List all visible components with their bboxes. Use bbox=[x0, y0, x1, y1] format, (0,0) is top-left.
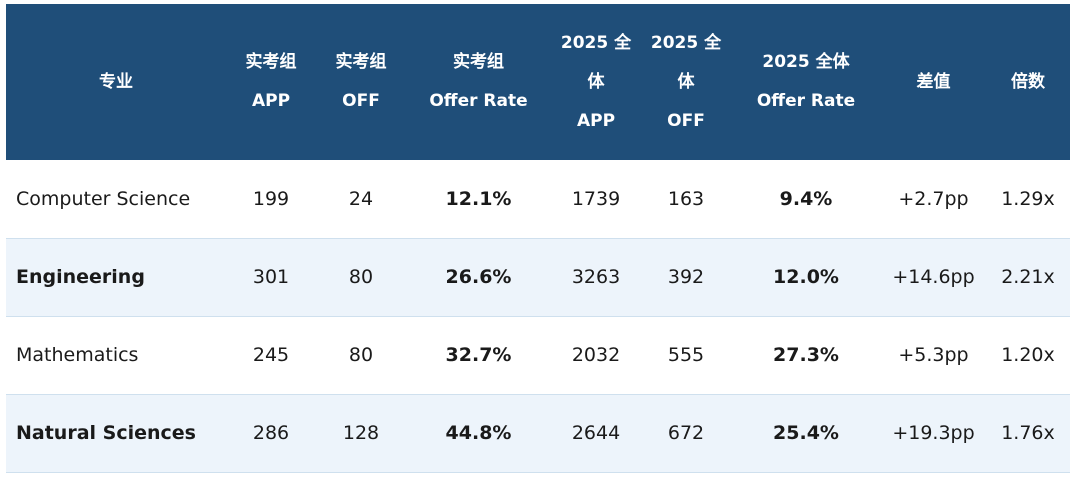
header-group-off: 实考组 OFF bbox=[316, 4, 406, 160]
cell-all-off: 555 bbox=[667, 344, 705, 366]
table-row: Engineering 301 80 26.6% 3263 392 12.0% … bbox=[6, 238, 1070, 316]
header-all-app: 2025 全 体 APP bbox=[551, 4, 641, 160]
header-group-app: 实考组 APP bbox=[226, 4, 316, 160]
cell-group-app: 286 bbox=[252, 422, 290, 444]
header-major: 专业 bbox=[6, 4, 226, 160]
cell-all-app: 2644 bbox=[571, 422, 621, 444]
header-group-off-line-2: OFF bbox=[342, 91, 380, 111]
header-all-off: 2025 全 体 OFF bbox=[641, 4, 731, 160]
header-group-rate: 实考组 Offer Rate bbox=[406, 4, 551, 160]
header-ratio: 倍数 bbox=[986, 4, 1070, 160]
cell-ratio: 1.20x bbox=[1001, 344, 1055, 366]
header-group-off-line-1: 实考组 bbox=[335, 52, 387, 72]
cell-group-rate: 12.1% bbox=[445, 187, 512, 210]
cell-all-app: 2032 bbox=[571, 344, 621, 366]
cell-major: Natural Sciences bbox=[16, 422, 196, 444]
cell-group-rate: 26.6% bbox=[445, 266, 512, 288]
header-all-rate-line-2: Offer Rate bbox=[756, 91, 856, 111]
cell-diff: +19.3pp bbox=[892, 422, 975, 444]
cell-group-off: 80 bbox=[348, 266, 374, 288]
cell-major: Mathematics bbox=[16, 344, 139, 366]
cell-major: Computer Science bbox=[16, 187, 191, 210]
table-row: Computer Science 199 24 12.1% 1739 163 9… bbox=[6, 160, 1070, 238]
header-all-off-line-1: 2025 全 bbox=[650, 32, 722, 53]
cell-group-app: 245 bbox=[252, 344, 290, 366]
cell-all-app: 3263 bbox=[571, 266, 621, 288]
table-row: Mathematics 245 80 32.7% 2032 555 27.3% … bbox=[6, 316, 1070, 394]
cell-all-rate: 9.4% bbox=[779, 187, 833, 210]
header-all-app-line-2: 体 bbox=[587, 71, 605, 92]
header-all-off-line-3: OFF bbox=[667, 110, 705, 131]
header-group-app-line-1: 实考组 bbox=[245, 52, 297, 72]
header-diff-line-1: 差值 bbox=[916, 71, 951, 92]
header-all-app-line-3: APP bbox=[576, 110, 616, 131]
cell-all-rate: 12.0% bbox=[773, 266, 839, 288]
cell-ratio: 2.21x bbox=[1001, 266, 1055, 288]
cell-ratio: 1.29x bbox=[1001, 187, 1055, 210]
table-header-row: 专业 实考组 APP 实考组 OFF 实考组 Offer Rate 2025 全… bbox=[6, 4, 1070, 160]
header-group-app-line-2: APP bbox=[251, 91, 291, 111]
header-major-line-1: 专业 bbox=[99, 71, 133, 92]
header-ratio-line-1: 倍数 bbox=[1011, 71, 1045, 92]
cell-group-off: 128 bbox=[342, 422, 380, 444]
comparison-table-container: 专业 实考组 APP 实考组 OFF 实考组 Offer Rate 2025 全… bbox=[6, 4, 1070, 473]
comparison-table: 专业 实考组 APP 实考组 OFF 实考组 Offer Rate 2025 全… bbox=[6, 4, 1070, 473]
cell-all-off: 163 bbox=[667, 187, 705, 210]
cell-ratio: 1.76x bbox=[1001, 422, 1055, 444]
header-group-rate-line-1: 实考组 bbox=[453, 52, 504, 72]
header-group-rate-line-2: Offer Rate bbox=[429, 91, 528, 111]
header-all-rate: 2025 全体 Offer Rate bbox=[731, 4, 881, 160]
cell-group-app: 199 bbox=[252, 187, 290, 210]
cell-diff: +14.6pp bbox=[892, 266, 975, 288]
cell-group-off: 24 bbox=[348, 187, 374, 210]
cell-diff: +2.7pp bbox=[898, 187, 969, 210]
cell-all-rate: 27.3% bbox=[773, 344, 839, 366]
cell-all-off: 672 bbox=[667, 422, 705, 444]
header-all-off-line-2: 体 bbox=[677, 71, 695, 92]
header-all-rate-line-1: 2025 全体 bbox=[762, 52, 850, 72]
cell-group-app: 301 bbox=[252, 266, 290, 288]
cell-group-rate: 32.7% bbox=[445, 344, 512, 366]
cell-all-off: 392 bbox=[667, 266, 705, 288]
cell-diff: +5.3pp bbox=[898, 344, 969, 366]
cell-all-app: 1739 bbox=[571, 187, 621, 210]
table-row: Natural Sciences 286 128 44.8% 2644 672 … bbox=[6, 394, 1070, 472]
cell-group-off: 80 bbox=[348, 344, 374, 366]
cell-group-rate: 44.8% bbox=[445, 422, 512, 444]
header-all-app-line-1: 2025 全 bbox=[560, 32, 632, 53]
cell-all-rate: 25.4% bbox=[773, 422, 839, 444]
header-diff: 差值 bbox=[881, 4, 986, 160]
cell-major: Engineering bbox=[16, 266, 145, 288]
